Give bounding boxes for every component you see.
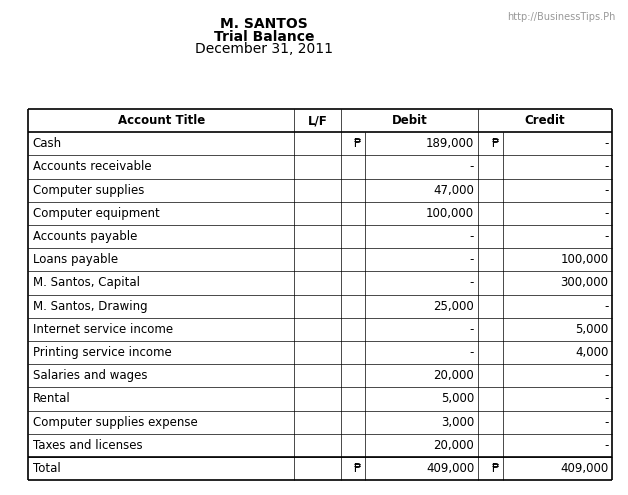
Text: -: - bbox=[604, 207, 609, 220]
Text: Credit: Credit bbox=[525, 114, 565, 127]
Text: Total: Total bbox=[33, 462, 60, 475]
Text: Internet service income: Internet service income bbox=[33, 323, 173, 336]
Text: -: - bbox=[470, 253, 474, 266]
Text: 189,000: 189,000 bbox=[426, 137, 474, 150]
Text: 20,000: 20,000 bbox=[433, 439, 474, 452]
Text: -: - bbox=[604, 230, 609, 243]
Text: Account Title: Account Title bbox=[117, 114, 205, 127]
Text: 4,000: 4,000 bbox=[575, 346, 609, 359]
Text: L/F: L/F bbox=[308, 114, 327, 127]
Text: M. Santos, Capital: M. Santos, Capital bbox=[33, 276, 139, 290]
Text: December 31, 2011: December 31, 2011 bbox=[195, 42, 333, 56]
Text: 409,000: 409,000 bbox=[426, 462, 474, 475]
Text: 300,000: 300,000 bbox=[561, 276, 609, 290]
Text: -: - bbox=[604, 439, 609, 452]
Text: http://BusinessTips.Ph: http://BusinessTips.Ph bbox=[507, 12, 615, 22]
Text: Trial Balance: Trial Balance bbox=[214, 30, 314, 44]
Text: 47,000: 47,000 bbox=[433, 184, 474, 197]
Text: Taxes and licenses: Taxes and licenses bbox=[33, 439, 143, 452]
Text: Salaries and wages: Salaries and wages bbox=[33, 369, 147, 382]
Text: -: - bbox=[470, 230, 474, 243]
Text: 25,000: 25,000 bbox=[433, 299, 474, 313]
Text: 5,000: 5,000 bbox=[441, 393, 474, 405]
Text: ₱: ₱ bbox=[491, 462, 499, 475]
Text: Cash: Cash bbox=[33, 137, 62, 150]
Text: -: - bbox=[604, 160, 609, 173]
Text: 5,000: 5,000 bbox=[575, 323, 609, 336]
Text: -: - bbox=[604, 393, 609, 405]
Text: Computer supplies: Computer supplies bbox=[33, 184, 144, 197]
Text: Loans payable: Loans payable bbox=[33, 253, 118, 266]
Text: -: - bbox=[470, 160, 474, 173]
Text: 20,000: 20,000 bbox=[433, 369, 474, 382]
Text: ₱: ₱ bbox=[354, 137, 362, 150]
Text: Computer equipment: Computer equipment bbox=[33, 207, 160, 220]
Text: -: - bbox=[604, 184, 609, 197]
Text: -: - bbox=[604, 416, 609, 429]
Text: -: - bbox=[604, 369, 609, 382]
Text: M. SANTOS: M. SANTOS bbox=[220, 17, 308, 31]
Text: Rental: Rental bbox=[33, 393, 70, 405]
Text: 100,000: 100,000 bbox=[560, 253, 609, 266]
Text: -: - bbox=[604, 299, 609, 313]
Text: -: - bbox=[604, 137, 609, 150]
Text: Debit: Debit bbox=[391, 114, 427, 127]
Text: Accounts payable: Accounts payable bbox=[33, 230, 137, 243]
Text: Printing service income: Printing service income bbox=[33, 346, 171, 359]
Text: M. Santos, Drawing: M. Santos, Drawing bbox=[33, 299, 148, 313]
Text: ₱: ₱ bbox=[354, 462, 362, 475]
Text: ₱: ₱ bbox=[491, 137, 499, 150]
Text: Computer supplies expense: Computer supplies expense bbox=[33, 416, 197, 429]
Text: 100,000: 100,000 bbox=[426, 207, 474, 220]
Text: -: - bbox=[470, 276, 474, 290]
Text: 409,000: 409,000 bbox=[560, 462, 609, 475]
Text: Accounts receivable: Accounts receivable bbox=[33, 160, 151, 173]
Text: -: - bbox=[470, 323, 474, 336]
Text: 3,000: 3,000 bbox=[441, 416, 474, 429]
Text: -: - bbox=[470, 346, 474, 359]
